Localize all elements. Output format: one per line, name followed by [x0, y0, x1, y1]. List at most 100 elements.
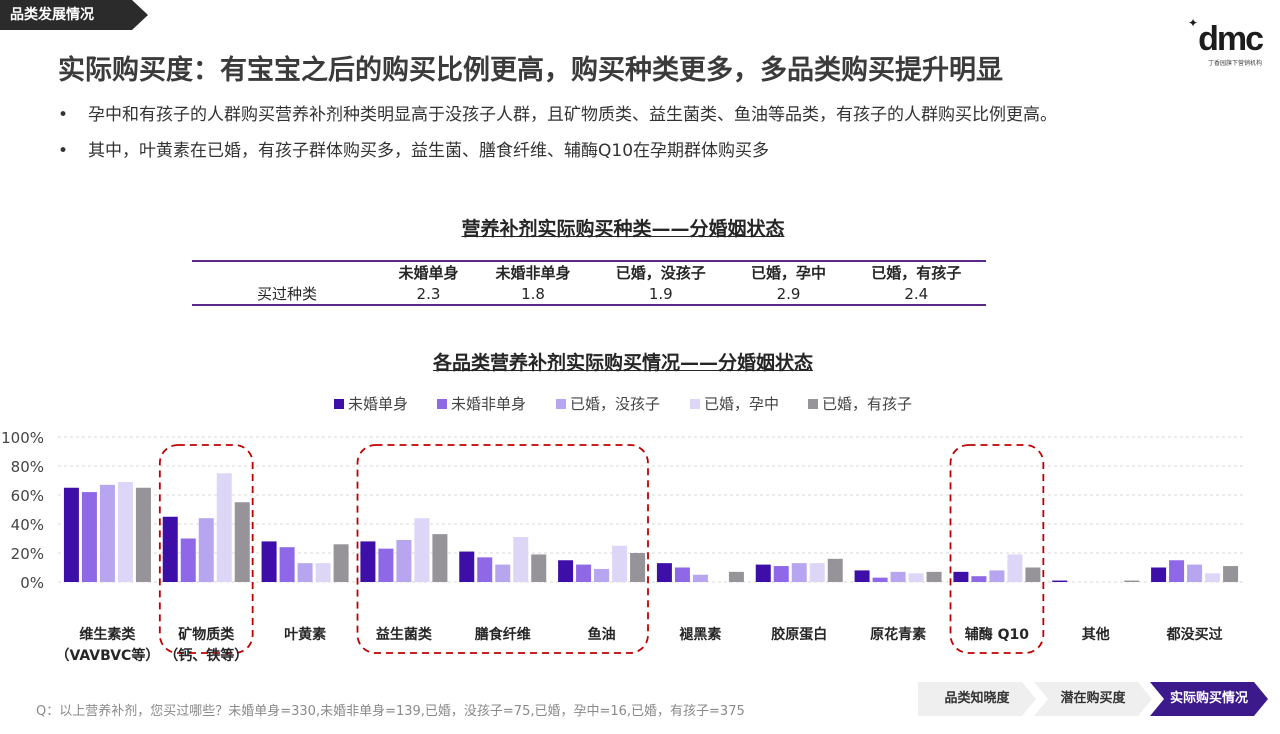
header-cell: 已婚，有孩子	[871, 264, 962, 282]
legend-label: 已婚，没孩子	[570, 395, 660, 413]
header-cell: 已婚，孕中	[751, 264, 827, 282]
bar	[773, 566, 789, 582]
bar	[261, 541, 277, 582]
category-label: 胶原蛋白	[771, 626, 827, 643]
bullet-item: 孕中和有孩子的人群购买营养补剂种类明显高于没孩子人群，且矿物质类、益生菌类、鱼油…	[58, 100, 1057, 136]
bar	[477, 557, 493, 582]
bar	[827, 558, 843, 582]
table-cell: 2.9	[776, 284, 801, 303]
sparkle-icon: ✦	[1187, 16, 1198, 30]
bar	[576, 564, 592, 582]
dmc-logo: ✦ dmc 丁香园旗下营销机构	[1182, 16, 1264, 67]
bar	[459, 551, 475, 582]
bar	[809, 563, 825, 582]
bar	[234, 502, 250, 582]
bullet-item: 其中，叶黄素在已婚，有孩子群体购买多，益生菌、膳食纤维、辅酶Q10在孕期群体购买…	[58, 136, 1057, 172]
bar	[854, 570, 870, 582]
bar	[953, 571, 969, 582]
category-label: 矿物质类	[178, 626, 235, 643]
category-label: （VAVBVC等）	[56, 647, 160, 664]
bar	[594, 568, 610, 582]
bar	[1025, 567, 1041, 582]
bar	[674, 567, 690, 582]
header-cell: 未婚非单身	[495, 264, 571, 282]
header-cell-empty	[192, 261, 382, 283]
bar	[989, 570, 1005, 582]
bar	[791, 563, 807, 582]
bar	[908, 573, 924, 582]
logo-mark: dmc	[1198, 20, 1264, 58]
bar	[513, 537, 529, 582]
bar	[755, 564, 771, 582]
legend-label: 未婚非单身	[451, 395, 526, 413]
bar	[180, 538, 196, 582]
header-cell: 已婚，没孩子	[615, 264, 706, 282]
legend-swatch	[690, 399, 700, 409]
category-label: 益生菌类	[376, 626, 433, 643]
category-label: 原花青素	[870, 626, 926, 643]
category-label: 都没买过	[1166, 626, 1223, 643]
bar	[315, 563, 331, 582]
y-tick-label: 80%	[11, 458, 44, 476]
category-label: （钙、铁等）	[164, 647, 248, 664]
category-label: 鱼油	[588, 626, 616, 643]
bar-chart: 未婚单身 未婚非单身 已婚，没孩子 已婚，孕中 已婚，有孩子 100% 80% 60% 40% 2…	[1, 395, 1244, 664]
chart-title: 各品类营养补剂实际购买情况——分婚姻状态	[432, 352, 813, 374]
y-tick-label: 0%	[20, 574, 44, 592]
bar	[495, 564, 511, 582]
category-label: 叶黄素	[284, 626, 326, 643]
bar	[378, 548, 394, 582]
bar	[1187, 564, 1203, 582]
bar	[926, 571, 942, 582]
summary-bullets: 孕中和有孩子的人群购买营养补剂种类明显高于没孩子人群，且矿物质类、益生菌类、鱼油…	[58, 100, 1057, 172]
row-label: 买过种类	[256, 285, 317, 303]
kinds-table-header-row: 未婚单身 未婚非单身 已婚，没孩子 已婚，孕中 已婚，有孩子	[192, 261, 986, 283]
bar	[162, 516, 178, 582]
bar	[63, 487, 79, 582]
legend-swatch	[334, 399, 344, 409]
highlight-box	[949, 444, 1045, 654]
bar	[117, 481, 133, 582]
footnote: Q：以上营养补剂，您买过哪些？未婚单身=330,未婚非单身=139,已婚，没孩子…	[36, 704, 745, 719]
logo-tagline: 丁香园旗下营销机构	[1207, 60, 1262, 67]
bar	[414, 518, 430, 582]
bar	[1223, 566, 1239, 582]
bar	[198, 518, 214, 582]
bar	[890, 571, 906, 582]
category-label: 辅酶 Q10	[965, 626, 1030, 643]
legend-label: 未婚单身	[348, 395, 408, 413]
bar	[81, 492, 97, 582]
bar	[1007, 554, 1023, 582]
y-tick-label: 100%	[1, 429, 44, 447]
bar	[1151, 567, 1167, 582]
bar	[612, 545, 628, 582]
y-tick-label: 40%	[11, 516, 44, 534]
category-label: 维生素类	[79, 626, 136, 643]
table-cell: 1.9	[648, 284, 673, 303]
category-label: 膳食纤维	[475, 626, 531, 643]
nav-step-awareness[interactable]: 品类知晓度	[918, 682, 1036, 716]
nav-step-actual[interactable]: 实际购买情况	[1150, 682, 1268, 716]
bar	[656, 563, 672, 582]
y-tick-label: 20%	[11, 545, 44, 563]
bar	[216, 473, 232, 582]
legend-label: 已婚，孕中	[704, 395, 779, 413]
kinds-table: 未婚单身 未婚非单身 已婚，没孩子 已婚，孕中 已婚，有孩子 买过种类 2.3 …	[192, 260, 986, 306]
highlight-box	[158, 444, 254, 654]
bar	[872, 577, 888, 582]
bar	[1169, 560, 1185, 582]
bar	[1052, 580, 1068, 582]
bar	[297, 563, 313, 582]
page-title: 实际购买度：有宝宝之后的购买比例更高，购买种类更多，多品类购买提升明显	[58, 55, 1003, 86]
legend-swatch	[437, 399, 447, 409]
bar	[558, 560, 574, 582]
bar	[333, 544, 349, 582]
bar	[531, 554, 547, 582]
bar	[279, 547, 295, 582]
table-row: 买过种类 2.3 1.8 1.9 2.9 2.4	[192, 283, 986, 305]
bar	[99, 484, 115, 582]
category-label: 其他	[1082, 626, 1110, 643]
bar	[971, 576, 987, 582]
bar	[630, 553, 646, 582]
nav-step-potential[interactable]: 潜在购买度	[1034, 682, 1152, 716]
